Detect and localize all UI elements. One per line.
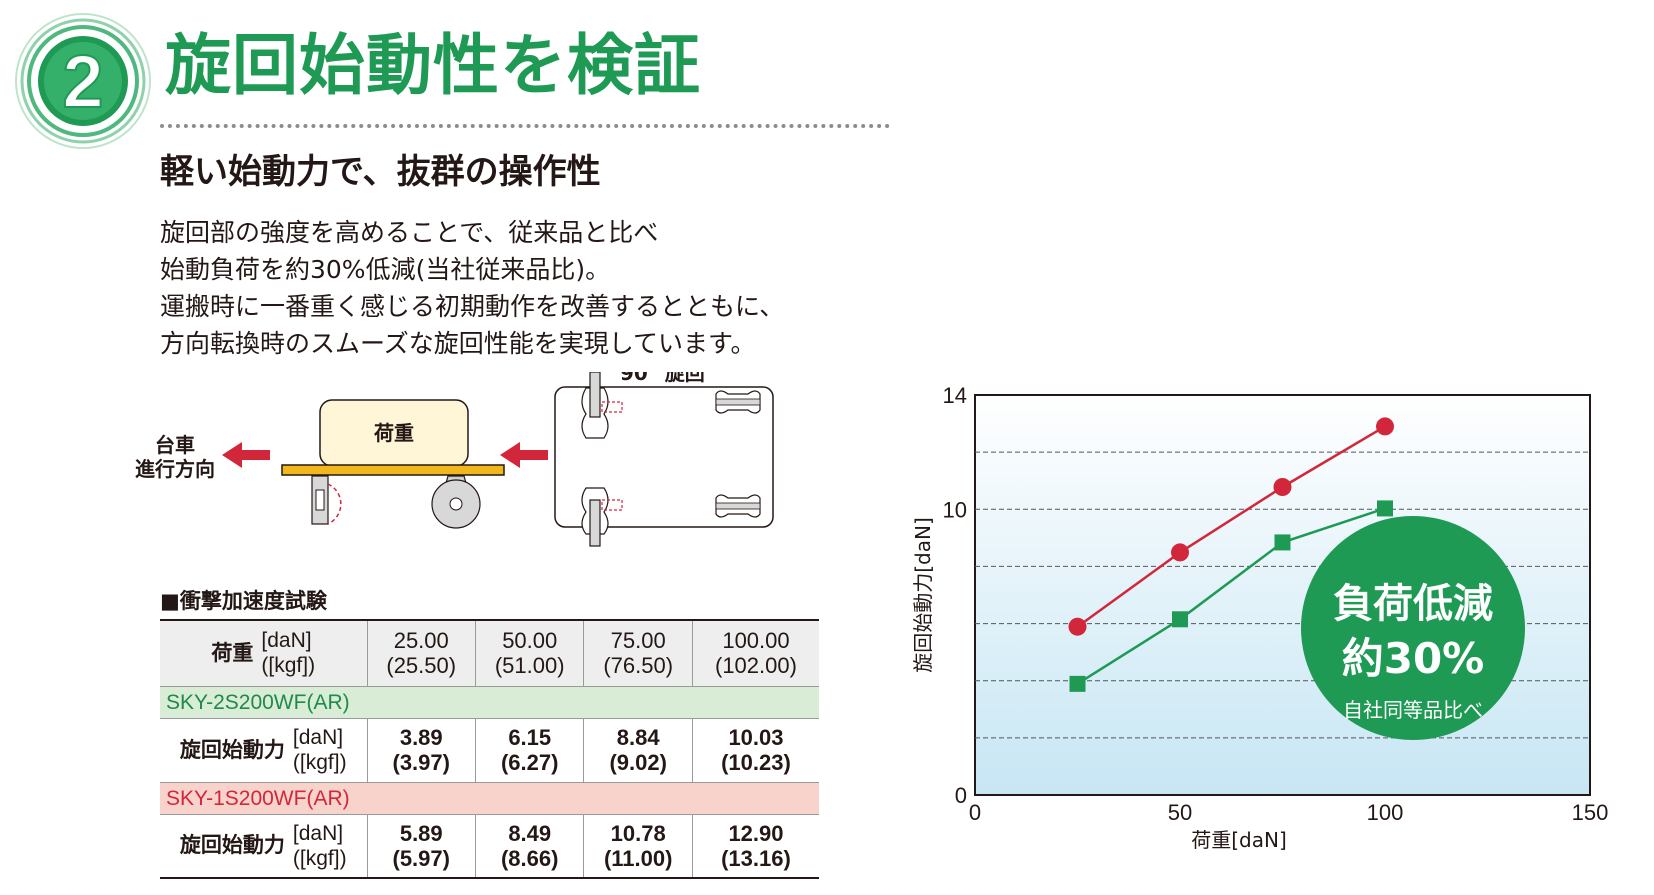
page-title: 旋回始動性を検証 — [165, 27, 701, 104]
x-tick-label: 0 — [969, 800, 981, 825]
data-point — [1273, 478, 1292, 496]
load-label: 荷重 — [374, 421, 414, 445]
y-tick-label: 0 — [955, 783, 967, 808]
line-chart: 0 50 100 150 0 10 14 旋回始動力[daN] 荷重[daN] 負荷低減 約… — [911, 385, 1609, 852]
load-header-label: 荷重 — [211, 640, 254, 665]
units-dan: [daN] — [261, 629, 312, 653]
cart-top-view — [554, 386, 774, 528]
x-tick-label: 100 — [1367, 800, 1404, 825]
description-line: 運搬時に一番重く感じる初期動作を改善するとともに、 — [160, 292, 785, 321]
data-row: 旋回始動力 [daN] ([kgf]) 3.89 (3.97) 6.15 (6.27… — [160, 718, 819, 782]
callout-line-2: 約30% — [1342, 634, 1485, 683]
value-cell: 8.84 (9.02) — [583, 718, 693, 782]
callout-line-3: 自社同等品比べ — [1343, 698, 1483, 722]
spec-table: 荷重 [daN] ([kgf]) 25.00 (25.50) 50.00 (51.0… — [160, 619, 819, 879]
data-point — [1069, 675, 1086, 692]
callout-line-1: 負荷低減 — [1333, 581, 1493, 627]
data-point — [1376, 417, 1394, 436]
data-row: 旋回始動力 [daN] ([kgf]) 5.89 (5.97) 8.49 (8.66… — [160, 814, 819, 878]
data-point — [1377, 500, 1393, 517]
description-line: 方向転換時のスムーズな旋回性能を実現しています。 — [160, 329, 756, 358]
value-cell: 12.90 (13.16) — [691, 814, 819, 878]
series-line — [1076, 507, 1386, 685]
caster-diagram: 台車 進行方向 荷重 90° 旋回 — [135, 372, 774, 547]
description-line: 始動負荷を約30%低減(当社従来品比)。 — [160, 255, 611, 284]
view-arrow — [500, 442, 548, 468]
load-cell: 75.00 (76.50) — [583, 620, 693, 686]
direction-label-2: 進行方向 — [135, 457, 215, 481]
y-tick-label: 10 — [943, 497, 967, 522]
model-name: SKY-1S200WF(AR) — [160, 782, 819, 814]
y-tick-label: 14 — [943, 385, 967, 408]
page-subtitle: 軽い始動力で、抜群の操作性 — [160, 152, 601, 192]
y-axis-label: 旋回始動力[daN] — [911, 517, 935, 673]
title-divider — [160, 124, 890, 128]
data-point — [1171, 543, 1189, 562]
header-row-label: 荷重 [daN] ([kgf]) — [160, 620, 367, 686]
model-name: SKY-2S200WF(AR) — [160, 686, 819, 718]
x-tick-label: 50 — [1168, 800, 1192, 825]
value-cell: 10.03 (10.23) — [691, 718, 819, 782]
x-tick-label: 150 — [1572, 800, 1609, 825]
series-line — [1076, 425, 1386, 628]
data-point — [1068, 617, 1087, 636]
load-cell: 100.00 (102.00) — [691, 620, 819, 686]
model-row: SKY-1S200WF(AR) — [160, 782, 819, 814]
units-kgf: ([kgf]) — [261, 654, 316, 678]
model-row: SKY-2S200WF(AR) — [160, 686, 819, 718]
value-cell: 6.15 (6.27) — [474, 718, 584, 782]
description: 旋回部の強度を高めることで、従来品と比べ 始動負荷を約30%低減(当社従来品比)… — [160, 214, 784, 362]
value-cell: 8.49 (8.66) — [474, 814, 584, 878]
rotation-label: 90° 旋回 — [620, 372, 705, 385]
value-cell: 5.89 (5.97) — [366, 814, 476, 878]
load-cell: 25.00 (25.50) — [366, 620, 476, 686]
badge-number: 2 — [62, 40, 103, 123]
value-cell: 10.78 (11.00) — [583, 814, 693, 878]
x-axis-label: 荷重[daN] — [1191, 828, 1287, 852]
table-title: ■衝撃加速度試験 — [160, 589, 327, 613]
data-row-label: 旋回始動力 [daN] ([kgf]) — [179, 726, 347, 774]
travel-direction-arrow — [222, 442, 270, 468]
load-cell: 50.00 (51.00) — [474, 620, 584, 686]
data-point — [1172, 611, 1188, 628]
callout-badge — [1301, 516, 1525, 740]
description-line: 旋回部の強度を高めることで、従来品と比べ — [160, 218, 659, 247]
direction-label-1: 台車 — [155, 433, 195, 457]
data-row-label: 旋回始動力 [daN] ([kgf]) — [179, 821, 347, 870]
data-point — [1274, 534, 1291, 551]
table-header-row: 荷重 [daN] ([kgf]) 25.00 (25.50) 50.00 (51.0… — [160, 620, 819, 686]
cart-platform — [281, 464, 505, 476]
number-badge: 2 — [15, 13, 151, 149]
value-cell: 3.89 (3.97) — [366, 718, 476, 782]
